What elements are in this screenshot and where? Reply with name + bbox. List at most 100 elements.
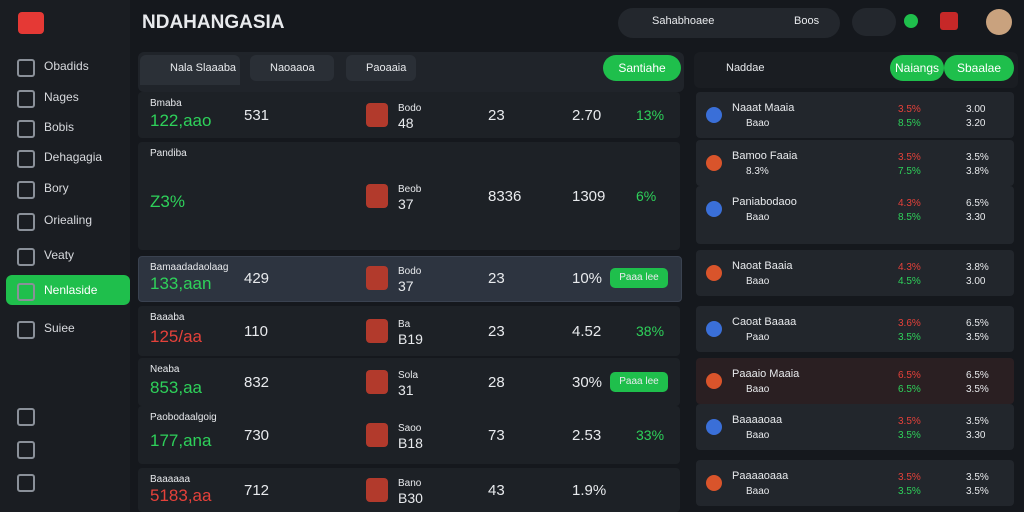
team-name: Bodo xyxy=(398,103,422,114)
match-sub: Baao xyxy=(746,212,770,223)
team-badge xyxy=(366,423,388,447)
odd: 6.5% xyxy=(898,370,921,381)
search-bar[interactable] xyxy=(618,8,840,38)
odd: 3.5% xyxy=(898,152,921,163)
team-name: Sola xyxy=(398,370,419,381)
nav-item[interactable]: Bory xyxy=(44,181,69,195)
odd: 6.5% xyxy=(966,198,989,209)
odd: 3.20 xyxy=(966,118,986,129)
row xyxy=(138,406,680,464)
score: 23 xyxy=(488,323,505,340)
pct: 33% xyxy=(636,427,665,443)
nav-item[interactable]: Veaty xyxy=(44,248,75,262)
row-count: 429 xyxy=(244,270,270,287)
nav-icon xyxy=(17,283,35,301)
nav-icon xyxy=(17,213,35,231)
tab[interactable]: Naoaaoa xyxy=(270,62,315,74)
team-num: 48 xyxy=(398,115,414,131)
row-label: Bamaadadaolaag xyxy=(150,262,229,273)
tab-bg xyxy=(346,55,416,81)
avatar[interactable] xyxy=(986,9,1012,35)
logo-icon xyxy=(18,12,44,34)
pct-badge[interactable]: Paaa lee xyxy=(610,268,668,288)
nav-icon[interactable] xyxy=(17,408,35,426)
row-value: 5183,aa xyxy=(150,486,212,505)
nav-item[interactable]: Nenlaside xyxy=(44,283,98,297)
nav-item[interactable]: Oriealing xyxy=(44,213,93,227)
odd: 3.5% xyxy=(966,486,989,497)
pct: 13% xyxy=(636,107,665,123)
nav-item[interactable]: Bobis xyxy=(44,120,75,134)
row-value: Z3% xyxy=(150,192,185,211)
icon-button[interactable] xyxy=(852,8,896,36)
odd: 3.6% xyxy=(898,318,921,329)
match-sub: Baao xyxy=(746,486,770,497)
odd: 3.5% xyxy=(966,332,989,343)
row xyxy=(138,142,680,250)
score: 23 xyxy=(488,270,505,287)
nav-item[interactable]: Obadids xyxy=(44,59,89,73)
match-sub: Baao xyxy=(746,384,770,395)
row-count: 110 xyxy=(244,323,268,340)
odd: 3.5% xyxy=(966,152,989,163)
team-badge xyxy=(366,184,388,208)
odds: 1.9% xyxy=(572,482,607,499)
match-icon xyxy=(706,155,722,171)
row xyxy=(138,358,680,406)
odd: 6.5% xyxy=(898,384,921,395)
nav-icon xyxy=(17,150,35,168)
odd: 4.5% xyxy=(898,276,921,287)
odds: 30% xyxy=(572,374,603,391)
match-name: Baaaaoaa xyxy=(732,414,783,426)
row-value: 122,aao xyxy=(150,111,212,130)
score: 23 xyxy=(488,107,505,124)
tab-bg xyxy=(140,55,240,85)
score: 43 xyxy=(488,482,505,499)
match-row xyxy=(696,306,1014,352)
match-row xyxy=(696,92,1014,138)
nav-item[interactable]: Nages xyxy=(44,90,79,104)
status-icon xyxy=(904,14,918,28)
score: 8336 xyxy=(488,188,522,205)
match-name: Naaat Maaia xyxy=(732,102,795,114)
pct-badge[interactable]: Paaa lee xyxy=(610,372,668,392)
team-name: Ba xyxy=(398,319,411,330)
match-sub: Baao xyxy=(746,118,770,129)
primary-button[interactable]: Santiahe xyxy=(603,55,681,81)
row xyxy=(138,306,680,356)
nav-icon xyxy=(17,59,35,77)
row-label: Neaba xyxy=(150,364,180,375)
row-label: Baaaba xyxy=(150,312,185,323)
search-text[interactable]: Naddae xyxy=(726,62,765,74)
row-label: Bmaba xyxy=(150,98,182,109)
match-icon xyxy=(706,475,722,491)
right-button[interactable]: Sbaalae xyxy=(944,55,1014,81)
pct: 38% xyxy=(636,323,665,339)
tab[interactable]: Nala Slaaaba xyxy=(170,62,237,74)
right-button[interactable]: Naiangs xyxy=(890,55,944,81)
row-count: 832 xyxy=(244,374,270,391)
team-badge xyxy=(366,478,388,502)
team-badge xyxy=(366,370,388,394)
odds: 2.70 xyxy=(572,107,602,124)
team-num: 37 xyxy=(398,196,414,212)
tab[interactable]: Paoaaia xyxy=(366,62,407,74)
nav-item[interactable]: Suiee xyxy=(44,321,75,335)
match-icon xyxy=(706,107,722,123)
logo: NDAHANGASIA xyxy=(142,12,285,33)
odd: 3.5% xyxy=(898,430,921,441)
odd: 3.8% xyxy=(966,166,989,177)
odd: 3.5% xyxy=(966,416,989,427)
nav-item[interactable]: Dehagagia xyxy=(44,150,103,164)
row-count: 712 xyxy=(244,482,270,499)
odd: 3.8% xyxy=(966,262,989,273)
nav-icon[interactable] xyxy=(17,441,35,459)
nav-icon[interactable] xyxy=(17,474,35,492)
match-sub: Baao xyxy=(746,430,770,441)
odd: 3.30 xyxy=(966,212,986,223)
match-name: Caoat Baaaa xyxy=(732,316,797,328)
odd: 8.5% xyxy=(898,118,921,129)
dropdown[interactable]: Boos xyxy=(794,15,820,27)
row-label: Baaaaaa xyxy=(150,474,191,485)
